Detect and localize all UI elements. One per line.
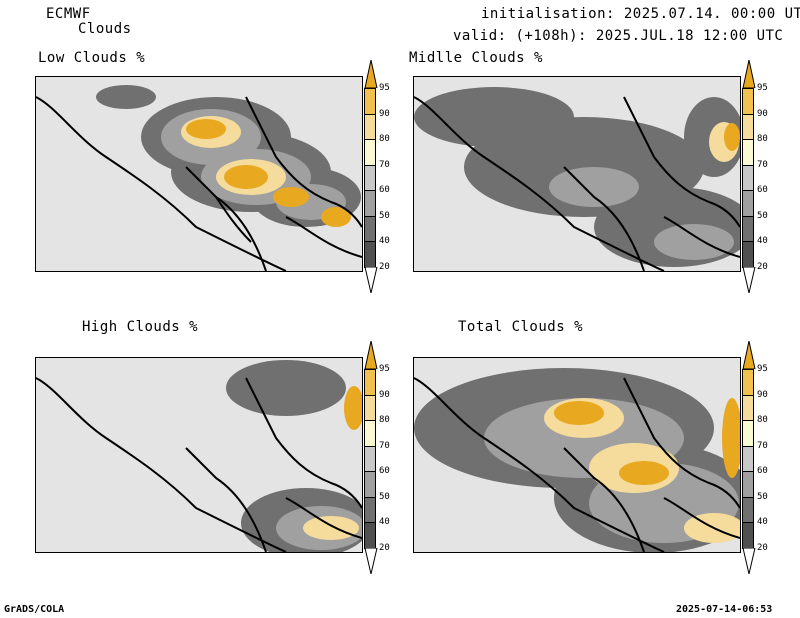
colorbar-segment bbox=[364, 394, 376, 421]
panel-title-total: Total Clouds % bbox=[458, 319, 584, 335]
colorbar-tick-label: 60 bbox=[757, 185, 768, 195]
colorbar-tick-label: 90 bbox=[379, 389, 390, 400]
colorbar-segment bbox=[742, 88, 754, 115]
colorbar-segment bbox=[364, 113, 376, 140]
colorbar-segment bbox=[742, 420, 754, 447]
borders bbox=[414, 96, 740, 271]
colorbar-segment bbox=[742, 471, 754, 498]
cloud-cells bbox=[226, 360, 362, 552]
colorbar-segment bbox=[742, 190, 754, 217]
colorbar-tick-label: 20 bbox=[757, 542, 768, 553]
cloud-cells bbox=[414, 368, 740, 552]
colorbar-tick-label: 40 bbox=[757, 517, 768, 527]
cloud-cells bbox=[414, 87, 740, 267]
colorbar-segment bbox=[742, 522, 754, 549]
high-clouds-field bbox=[36, 360, 362, 552]
colorbar-segment bbox=[364, 164, 376, 191]
middle-clouds-field bbox=[414, 87, 740, 271]
colorbar-tick-label: 20 bbox=[379, 542, 390, 553]
colorbar-total: 95 90 80 70 60 50 40 20 bbox=[742, 341, 786, 577]
colorbar-top-arrow bbox=[742, 341, 756, 369]
colorbar-segment bbox=[364, 190, 376, 217]
colorbar-tick-label: 70 bbox=[379, 159, 390, 170]
colorbar-tick-label: 70 bbox=[757, 440, 768, 451]
colorbar-tick-label: 60 bbox=[379, 466, 390, 476]
colorbar-tick-label: 70 bbox=[379, 440, 390, 451]
colorbar-tick-label: 90 bbox=[379, 108, 390, 119]
colorbar-segment bbox=[742, 241, 754, 268]
colorbar-bottom-arrow bbox=[364, 266, 378, 293]
colorbar-tick-label: 90 bbox=[757, 389, 768, 400]
map-middle-clouds bbox=[413, 76, 741, 272]
colorbar-segment bbox=[364, 496, 376, 523]
map-low-clouds bbox=[35, 76, 363, 272]
colorbar-segment bbox=[364, 445, 376, 472]
borders bbox=[414, 377, 740, 552]
colorbar-tick-label: 95 bbox=[757, 364, 768, 374]
colorbar-tick-label: 20 bbox=[379, 261, 390, 272]
colorbar-segment bbox=[742, 496, 754, 523]
colorbar-segment bbox=[364, 139, 376, 166]
colorbar-tick-label: 40 bbox=[757, 236, 768, 246]
colorbar-bottom-arrow bbox=[742, 547, 756, 574]
colorbar-tick-label: 90 bbox=[757, 108, 768, 119]
colorbar-top-arrow bbox=[364, 60, 378, 88]
colorbar-tick-label: 50 bbox=[757, 210, 768, 221]
colorbar-segment bbox=[742, 113, 754, 140]
total-clouds-field bbox=[414, 368, 740, 552]
low-clouds-field bbox=[36, 85, 362, 271]
colorbar-tick-label: 20 bbox=[757, 261, 768, 272]
colorbar-tick-label: 60 bbox=[379, 185, 390, 195]
panel-title-low: Low Clouds % bbox=[38, 50, 146, 66]
colorbar-segment bbox=[364, 522, 376, 549]
map-total-clouds bbox=[413, 357, 741, 553]
colorbar-segment bbox=[742, 445, 754, 472]
colorbar-top-arrow bbox=[742, 60, 756, 88]
colorbar-tick-label: 95 bbox=[379, 364, 390, 374]
colorbar-mid: 95 90 80 70 60 50 40 20 bbox=[742, 60, 786, 296]
colorbar-tick-label: 60 bbox=[757, 466, 768, 476]
colorbar-tick-label: 95 bbox=[757, 83, 768, 93]
colorbar-tick-label: 80 bbox=[757, 134, 768, 144]
colorbar-segment bbox=[364, 471, 376, 498]
colorbar-tick-label: 50 bbox=[379, 210, 390, 221]
cloud-cells bbox=[96, 85, 361, 227]
colorbar-tick-label: 80 bbox=[379, 134, 390, 144]
colorbar-low: 95 90 80 70 60 50 40 20 bbox=[364, 60, 408, 296]
colorbar-tick-label: 50 bbox=[757, 491, 768, 502]
borders bbox=[36, 96, 362, 271]
valid-time: valid: (+108h): 2025.JUL.18 12:00 UTC bbox=[453, 28, 784, 44]
colorbar-top-arrow bbox=[364, 341, 378, 369]
colorbar-high: 95 90 80 70 60 50 40 20 bbox=[364, 341, 408, 577]
colorbar-segment bbox=[364, 420, 376, 447]
colorbar-tick-label: 40 bbox=[379, 517, 390, 527]
map-high-clouds bbox=[35, 357, 363, 553]
model-title: ECMWF bbox=[46, 6, 91, 22]
colorbar-segment bbox=[364, 369, 376, 396]
footer-credit: GrADS/COLA bbox=[4, 604, 65, 615]
colorbar-segment bbox=[742, 394, 754, 421]
colorbar-segment bbox=[742, 215, 754, 242]
colorbar-tick-label: 95 bbox=[379, 83, 390, 93]
colorbar-tick-label: 40 bbox=[379, 236, 390, 246]
colorbar-tick-label: 50 bbox=[379, 491, 390, 502]
footer-timestamp: 2025-07-14-06:53 bbox=[676, 604, 773, 615]
product-title: Clouds bbox=[78, 21, 132, 37]
colorbar-segment bbox=[364, 241, 376, 268]
colorbar-tick-label: 70 bbox=[757, 159, 768, 170]
colorbar-segment bbox=[742, 369, 754, 396]
colorbar-bottom-arrow bbox=[364, 547, 378, 574]
colorbar-tick-label: 80 bbox=[379, 415, 390, 425]
init-time: initialisation: 2025.07.14. 00:00 UTC bbox=[481, 6, 800, 22]
colorbar-bottom-arrow bbox=[742, 266, 756, 293]
borders bbox=[36, 377, 362, 552]
colorbar-segment bbox=[364, 88, 376, 115]
colorbar-tick-label: 80 bbox=[757, 415, 768, 425]
colorbar-segment bbox=[742, 139, 754, 166]
panel-title-mid: Midlle Clouds % bbox=[409, 50, 543, 66]
colorbar-segment bbox=[364, 215, 376, 242]
panel-title-high: High Clouds % bbox=[82, 319, 199, 335]
colorbar-segment bbox=[742, 164, 754, 191]
